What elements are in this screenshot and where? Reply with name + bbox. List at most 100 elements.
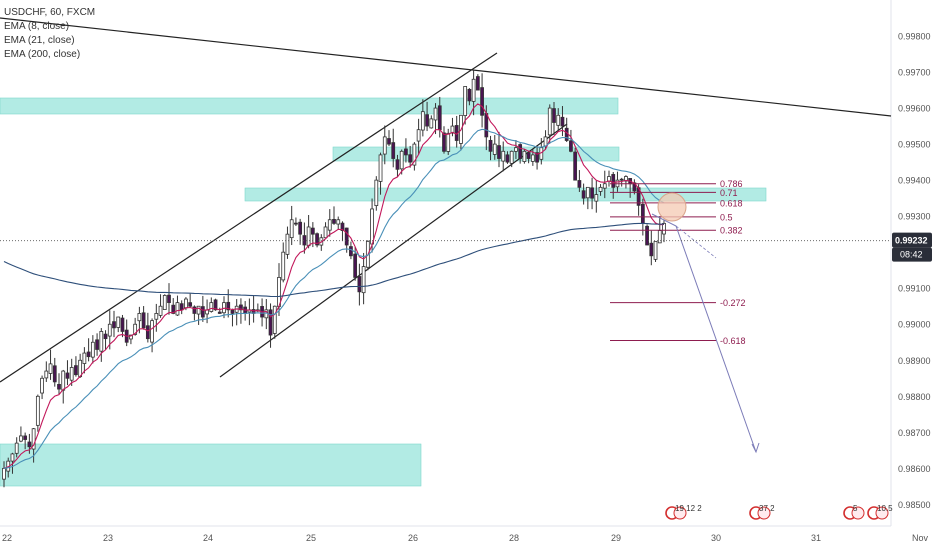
zone-4[interactable]	[0, 443, 422, 487]
candle	[429, 115, 434, 129]
economic-event-marker[interactable]: 37 2	[749, 504, 775, 520]
candle	[408, 145, 413, 168]
legend-ema21[interactable]: EMA (21, close)	[4, 35, 75, 46]
projection-arrow[interactable]	[0, 213, 891, 454]
candle	[69, 358, 74, 386]
candle-body	[306, 226, 311, 247]
candle-body	[52, 365, 57, 383]
candle	[294, 217, 298, 227]
candle	[167, 283, 171, 315]
candle-body	[560, 116, 565, 127]
candle	[162, 294, 167, 310]
channel-lower-line[interactable]	[219, 123, 568, 378]
candle-body	[44, 370, 49, 379]
candle-body	[535, 152, 539, 163]
candle	[501, 141, 506, 172]
candle	[463, 86, 468, 125]
candle	[420, 99, 425, 137]
candle	[281, 242, 286, 283]
candle-body	[82, 352, 87, 364]
candle-body	[492, 143, 497, 155]
projection-path[interactable]	[651, 213, 757, 453]
candle-body	[387, 138, 391, 145]
projection-dashed[interactable]	[675, 225, 717, 259]
candle	[171, 298, 176, 315]
candle-body	[340, 222, 345, 231]
candle	[86, 338, 91, 362]
legend-ema200[interactable]: EMA (200, close)	[4, 49, 81, 60]
candle-body	[35, 395, 40, 426]
candle-body	[475, 76, 480, 91]
candle-body	[404, 148, 408, 156]
candle-body	[310, 227, 315, 235]
candle	[446, 128, 451, 155]
supply-demand-zones[interactable]	[0, 97, 767, 487]
candle-body	[116, 316, 121, 328]
candle-body	[408, 154, 413, 163]
candle-body	[463, 86, 468, 116]
candle-body	[239, 304, 243, 311]
candle-body	[2, 467, 6, 480]
candle	[526, 150, 531, 164]
candle	[391, 128, 396, 168]
countdown-badge-box	[892, 247, 932, 262]
candle-body	[425, 114, 429, 127]
candle-body	[230, 310, 235, 314]
candle-body	[57, 383, 61, 390]
candle-body	[378, 154, 383, 182]
candle-body	[196, 305, 201, 315]
candle-body	[480, 87, 484, 116]
candle-body	[488, 139, 493, 152]
economic-event-marker[interactable]: 5	[843, 504, 865, 520]
candle-body	[344, 227, 349, 246]
economic-events[interactable]: 19 12 2 37 2 5 10.5	[665, 504, 893, 520]
candle-body	[175, 302, 180, 316]
trendlines[interactable]	[0, 17, 892, 383]
candle	[196, 305, 201, 325]
candle	[590, 177, 594, 210]
candle-body	[624, 176, 628, 182]
zone-1[interactable]	[0, 97, 619, 115]
candle-body	[590, 187, 594, 199]
price-tick: 0.98500	[898, 500, 931, 510]
time-axis[interactable]: 22 23 24 25 26 28 29 30 31 Nov	[2, 533, 929, 543]
candle	[57, 373, 61, 395]
candle	[624, 175, 628, 189]
price-axis-background[interactable]	[891, 0, 932, 550]
candle	[454, 115, 459, 148]
candle-body	[19, 435, 23, 442]
candle	[404, 138, 408, 163]
descending-trendline[interactable]	[0, 17, 892, 117]
candle-body	[429, 118, 434, 129]
candle	[107, 310, 112, 350]
time-tick: 28	[509, 533, 519, 543]
candle-body	[433, 107, 438, 121]
economic-event-marker[interactable]: 10.5	[867, 504, 893, 520]
candle	[412, 142, 417, 171]
legend-ema8[interactable]: EMA (8, close)	[4, 21, 70, 32]
candle	[450, 117, 455, 137]
candle-body	[298, 221, 303, 235]
candle-body	[48, 363, 53, 374]
candle	[82, 347, 87, 374]
candle	[535, 146, 539, 170]
candle	[480, 73, 484, 128]
candle	[99, 328, 104, 362]
candle-body	[289, 219, 294, 239]
zone-3[interactable]	[244, 187, 767, 202]
target-circle[interactable]	[657, 192, 687, 222]
price-axis[interactable]: 0.99800 0.99700 0.99600 0.99500 0.99400 0.993…	[898, 32, 931, 510]
candle-body	[90, 341, 95, 358]
candle	[662, 220, 666, 243]
economic-event-marker[interactable]: 19 12 2	[665, 504, 702, 520]
time-tick: 24	[203, 533, 213, 543]
channel-upper-line[interactable]	[0, 52, 498, 383]
candle-body	[602, 183, 607, 189]
candle	[112, 310, 116, 338]
candle	[657, 216, 662, 244]
ema-8-line	[3, 103, 665, 469]
legend-symbol[interactable]: USDCHF, 60, FXCM	[4, 7, 96, 18]
